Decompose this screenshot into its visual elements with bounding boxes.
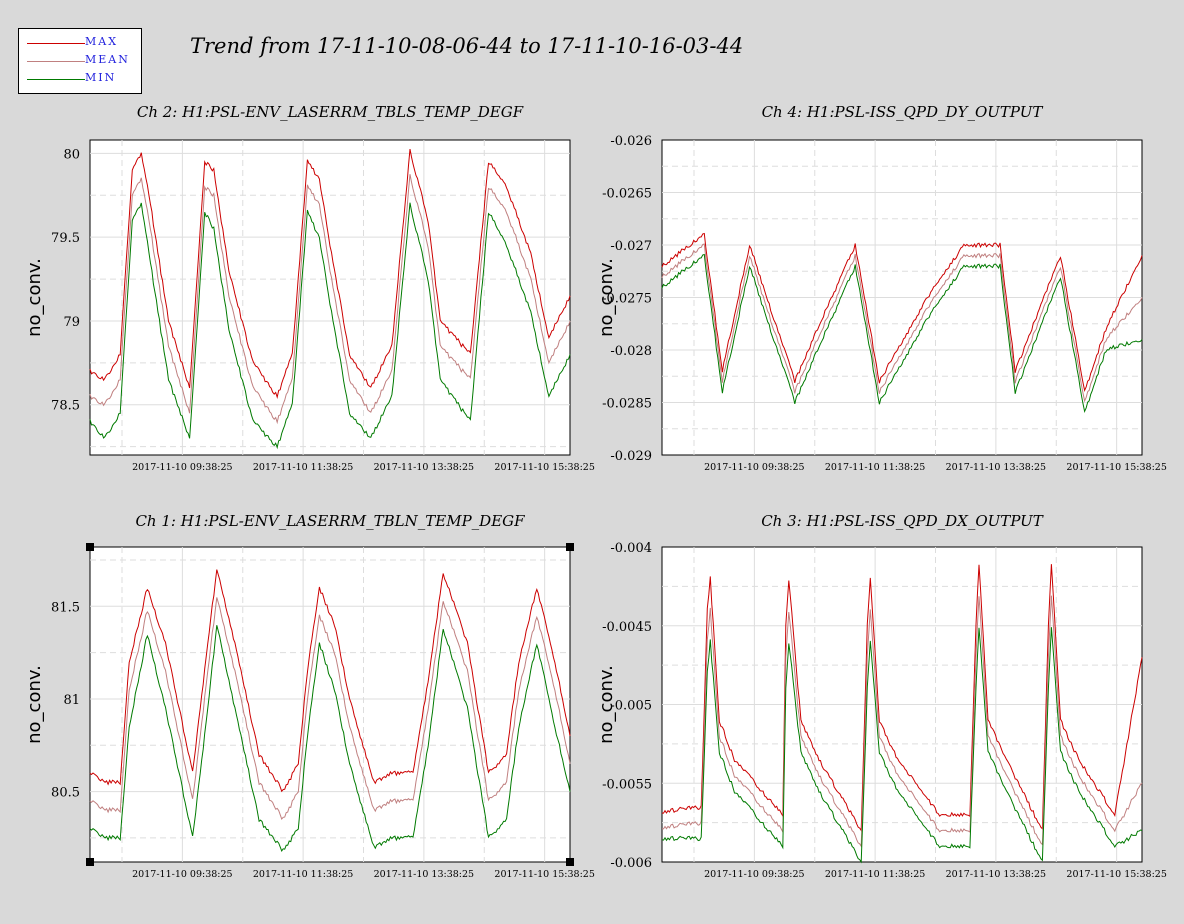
legend: MAX MEAN MIN	[18, 28, 142, 94]
series-line-min	[89, 202, 571, 450]
y-tick-label: -0.0265	[602, 187, 652, 202]
y-tick-label: -0.006	[610, 856, 652, 871]
series-line-max	[89, 149, 571, 399]
y-tick-label: -0.027	[610, 239, 652, 254]
y-tick-label: 80.5	[51, 786, 80, 801]
y-axis-label: no_conv.	[596, 665, 617, 744]
x-tick-label: 2017-11-10 09:38:25	[704, 869, 804, 880]
y-tick-label: -0.0045	[602, 620, 652, 635]
x-tick-label: 2017-11-10 15:38:25	[1066, 869, 1166, 880]
chart-title: Ch 2: H1:PSL-ENV_LASERRM_TBLS_TEMP_DEGF	[137, 103, 524, 121]
y-tick-label: -0.026	[610, 134, 652, 149]
x-tick-label: 2017-11-10 09:38:25	[132, 462, 232, 473]
y-tick-label: -0.0285	[602, 397, 652, 412]
y-tick-label: -0.0055	[602, 777, 652, 792]
chart-panel-3: 81.5 81 80.5 2017-11-10 09:38:25 2017-11-10 …	[24, 512, 595, 880]
selection-handle[interactable]	[566, 543, 574, 551]
chart-panel-2: -0.026 -0.0265 -0.027 -0.0275 -0.028 -0.0285 -…	[596, 103, 1167, 473]
legend-entry-max: MAX	[19, 34, 141, 52]
y-tick-label: -0.029	[610, 449, 652, 464]
legend-swatch-mean	[27, 61, 85, 62]
legend-swatch-min	[27, 79, 85, 80]
legend-label-min: MIN	[85, 71, 117, 84]
x-tick-label: 2017-11-10 11:38:25	[253, 462, 353, 473]
series-line-mean	[661, 243, 1143, 403]
legend-entry-mean: MEAN	[19, 52, 141, 70]
x-tick-label: 2017-11-10 09:38:25	[132, 869, 232, 880]
chart-panel-4: -0.004 -0.0045 -0.005 -0.0055 -0.006 2017-11-…	[596, 512, 1167, 880]
legend-label-mean: MEAN	[85, 53, 130, 66]
x-tick-label: 2017-11-10 13:38:25	[946, 462, 1046, 473]
x-tick-label: 2017-11-10 13:38:25	[374, 462, 474, 473]
y-tick-label: -0.004	[610, 541, 652, 556]
y-tick-label: 78.5	[51, 399, 80, 414]
y-tick-label: 79.5	[51, 231, 80, 246]
legend-entry-min: MIN	[19, 70, 141, 88]
x-tick-label: 2017-11-10 15:38:25	[1066, 462, 1166, 473]
x-tick-label: 2017-11-10 13:38:25	[946, 869, 1046, 880]
series-line-mean	[89, 597, 571, 820]
chart-title: Ch 1: H1:PSL-ENV_LASERRM_TBLN_TEMP_DEGF	[135, 512, 525, 530]
x-tick-label: 2017-11-10 11:38:25	[825, 462, 925, 473]
y-tick-label: 80	[63, 147, 80, 162]
y-tick-label: -0.028	[610, 344, 652, 359]
x-tick-label: 2017-11-10 11:38:25	[825, 869, 925, 880]
y-tick-label: -0.005	[610, 699, 652, 714]
series-line-mean	[89, 174, 571, 425]
y-tick-label: 81.5	[51, 600, 80, 615]
legend-swatch-max	[27, 43, 85, 44]
x-tick-label: 2017-11-10 09:38:25	[704, 462, 804, 473]
plot-area	[89, 546, 571, 863]
plot-area	[89, 139, 571, 456]
y-tick-label: -0.0275	[602, 292, 652, 307]
series-line-min	[89, 625, 571, 852]
y-axis-label: no_conv.	[24, 665, 45, 744]
series-line-max	[661, 232, 1143, 393]
y-axis-label: no_conv.	[596, 258, 617, 337]
selection-handle[interactable]	[566, 858, 574, 866]
chart-panel-1: 80 79.5 79 78.5 2017-11-10 09:38:25 2017-11-1…	[24, 103, 595, 473]
legend-label-max: MAX	[85, 35, 119, 48]
y-tick-label: 81	[63, 693, 80, 708]
x-tick-label: 2017-11-10 13:38:25	[374, 869, 474, 880]
selection-handle[interactable]	[86, 858, 94, 866]
series-line-mean	[661, 595, 1143, 848]
x-tick-label: 2017-11-10 15:38:25	[494, 462, 594, 473]
series-line-min	[661, 627, 1143, 864]
page-title: Trend from 17-11-10-08-06-44 to 17-11-10…	[190, 34, 744, 58]
series-line-max	[662, 564, 1143, 833]
selection-handle[interactable]	[86, 543, 94, 551]
x-tick-label: 2017-11-10 15:38:25	[494, 869, 594, 880]
x-tick-label: 2017-11-10 11:38:25	[253, 869, 353, 880]
series-line-min	[661, 253, 1143, 414]
y-axis-label: no_conv.	[24, 258, 45, 337]
chart-title: Ch 3: H1:PSL-ISS_QPD_DX_OUTPUT	[761, 512, 1044, 530]
chart-title: Ch 4: H1:PSL-ISS_QPD_DY_OUTPUT	[762, 103, 1044, 121]
y-tick-label: 79	[63, 315, 80, 330]
series-line-max	[89, 569, 571, 793]
